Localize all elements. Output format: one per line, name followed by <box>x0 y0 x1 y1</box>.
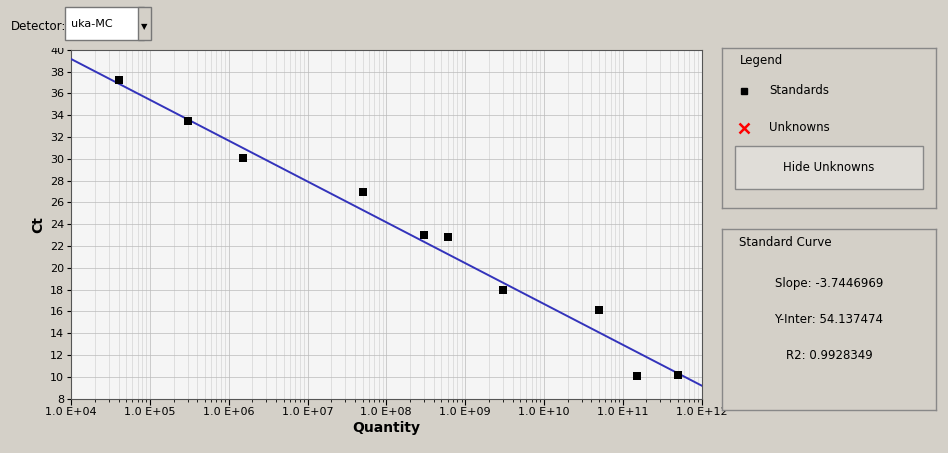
Point <box>355 188 370 195</box>
Point <box>592 307 607 314</box>
Point <box>111 77 126 84</box>
Point <box>416 231 431 239</box>
Text: Legend: Legend <box>739 54 783 67</box>
Text: Unknowns: Unknowns <box>770 121 830 135</box>
Text: uka-MC: uka-MC <box>70 19 112 29</box>
Point <box>440 234 455 241</box>
Text: Standards: Standards <box>770 85 830 97</box>
Text: Hide Unknowns: Hide Unknowns <box>783 161 875 174</box>
X-axis label: Quantity: Quantity <box>353 421 420 435</box>
Point <box>670 371 685 378</box>
Point <box>495 286 510 293</box>
Y-axis label: Ct: Ct <box>31 216 46 233</box>
Title: Standard Curve Plot: Standard Curve Plot <box>292 29 481 47</box>
Text: Detector:: Detector: <box>10 19 66 33</box>
FancyBboxPatch shape <box>138 7 152 40</box>
FancyBboxPatch shape <box>64 7 144 40</box>
Text: R2: 0.9928349: R2: 0.9928349 <box>786 349 872 362</box>
Point <box>629 372 645 379</box>
FancyBboxPatch shape <box>736 146 922 189</box>
Text: Y-Inter: 54.137474: Y-Inter: 54.137474 <box>775 313 884 326</box>
Point <box>180 117 195 124</box>
Text: Slope: -3.7446969: Slope: -3.7446969 <box>775 277 884 289</box>
Text: ▼: ▼ <box>141 22 148 31</box>
Text: Standard Curve: Standard Curve <box>739 236 832 249</box>
Point <box>235 154 250 161</box>
